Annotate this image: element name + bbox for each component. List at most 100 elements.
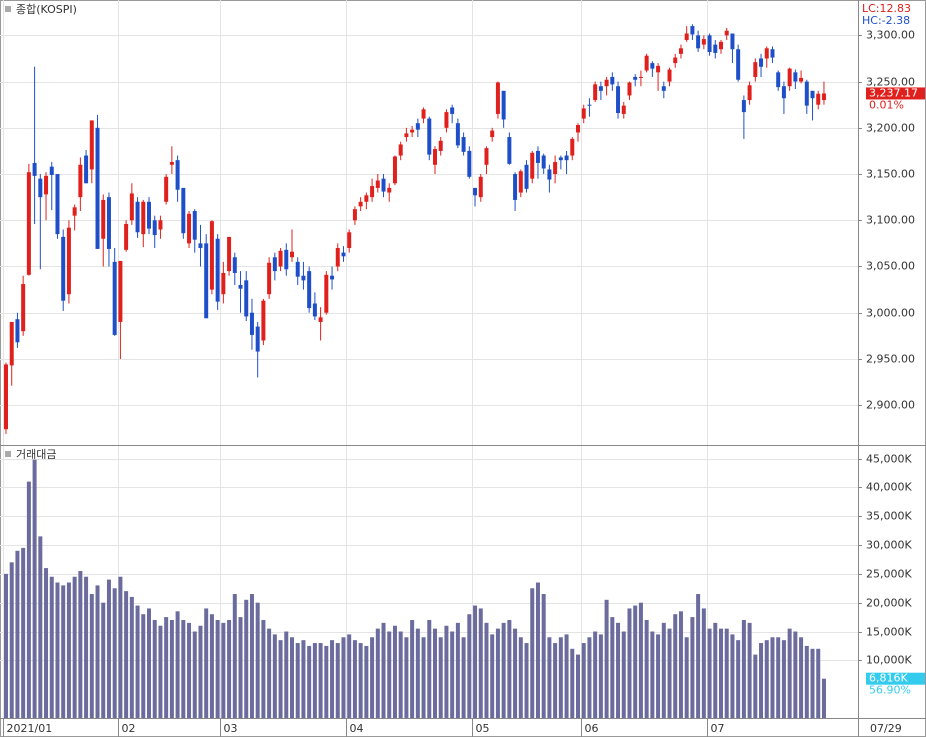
volume-bar [38, 536, 43, 718]
volume-bar [198, 625, 203, 718]
candle-body [701, 39, 706, 45]
y-tick-label: 2,950.00 [866, 353, 915, 366]
candle-body [558, 157, 563, 161]
volume-bar [89, 594, 94, 718]
y-tick-label: 30,000K [866, 539, 912, 552]
candle-body [678, 48, 683, 54]
candle-body [227, 236, 232, 272]
candle-body [581, 108, 586, 119]
candle-body [530, 152, 535, 179]
volume-bar [375, 628, 380, 718]
volume-bar [352, 640, 357, 718]
volume-bar [507, 619, 512, 718]
candle-body [661, 86, 666, 91]
candle-body [84, 155, 89, 184]
volume-bar [387, 631, 392, 718]
volume-bar [255, 602, 260, 718]
candle-body [570, 138, 575, 156]
volume-bar [787, 628, 792, 718]
candle-body [524, 164, 529, 189]
y-tick-label: 3,100.00 [866, 214, 915, 227]
volume-bar [21, 547, 26, 718]
volume-bar [627, 608, 632, 718]
candle-body [410, 129, 415, 133]
x-tick-label: 06 [585, 722, 599, 735]
volume-badge [866, 672, 925, 685]
candle-body [507, 137, 512, 164]
candle-body [358, 201, 363, 207]
candle-body [267, 262, 272, 295]
candle-body [398, 144, 403, 156]
candle-body [49, 166, 54, 175]
volume-bar [295, 643, 300, 718]
candle-body [690, 26, 695, 35]
volume-title: 거래대금 [16, 448, 56, 461]
candle-body [89, 120, 94, 170]
candle-body [347, 232, 352, 248]
candle-body [55, 174, 60, 235]
candle-body [604, 79, 609, 87]
candle-body [633, 76, 638, 80]
volume-bar [118, 576, 123, 718]
volume-bar [764, 640, 769, 718]
candle-body [135, 201, 140, 233]
volume-bar [15, 550, 20, 718]
candle-body [427, 118, 432, 155]
volume-bar [158, 625, 163, 718]
candle-body [204, 243, 209, 319]
candle-body [764, 48, 769, 59]
volume-bar [370, 637, 375, 718]
candle-body [61, 236, 66, 301]
candle-body [741, 100, 746, 113]
candle-body [147, 201, 151, 229]
candle-body [295, 261, 300, 277]
x-tick-label: 03 [224, 722, 238, 735]
y-tick-label: 20,000K [866, 597, 912, 610]
candle-body [541, 155, 546, 169]
candle-body [770, 49, 775, 58]
volume-bar [650, 631, 655, 718]
volume-badge-label: 6,816K [869, 672, 908, 685]
volume-bar [55, 582, 60, 718]
candle-body [44, 175, 49, 195]
volume-bar [661, 622, 666, 718]
candle-body [141, 201, 146, 235]
volume-bar [518, 637, 523, 718]
volume-bar [730, 634, 735, 718]
volume-bar [524, 643, 529, 718]
volume-bar [701, 608, 706, 718]
volume-bar [192, 631, 197, 718]
candle-body [638, 76, 643, 78]
candle-body [164, 176, 169, 202]
volume-bar [530, 588, 535, 718]
volume-bar [759, 643, 764, 718]
volume-bar [72, 576, 77, 718]
candle-body [335, 248, 340, 267]
volume-bar [633, 605, 638, 718]
volume-bar [101, 602, 106, 718]
volume-bar [84, 576, 89, 718]
candle-body [124, 223, 129, 250]
candle-body [478, 176, 483, 198]
volume-bar [272, 634, 277, 718]
volume-bar [358, 643, 363, 718]
x-tick-label: 05 [476, 722, 490, 735]
volume-bar [587, 637, 592, 718]
volume-bar [478, 608, 483, 718]
candle-body [684, 33, 689, 40]
candle-body [192, 211, 197, 240]
volume-bar [324, 645, 329, 718]
candle-body [587, 104, 592, 106]
volume-bar [415, 628, 420, 718]
candle-body [381, 178, 386, 192]
volume-bar [804, 645, 809, 718]
candle-body [158, 220, 163, 230]
price-badge [866, 87, 925, 100]
volume-bar [95, 585, 100, 718]
volume-bar [301, 640, 306, 718]
volume-bar [106, 579, 111, 718]
candle-body [249, 312, 254, 335]
candle-body [421, 109, 426, 119]
volume-bar [364, 645, 369, 718]
volume-bar [753, 654, 758, 718]
